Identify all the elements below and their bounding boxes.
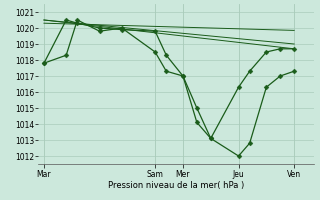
X-axis label: Pression niveau de la mer( hPa ): Pression niveau de la mer( hPa ) bbox=[108, 181, 244, 190]
